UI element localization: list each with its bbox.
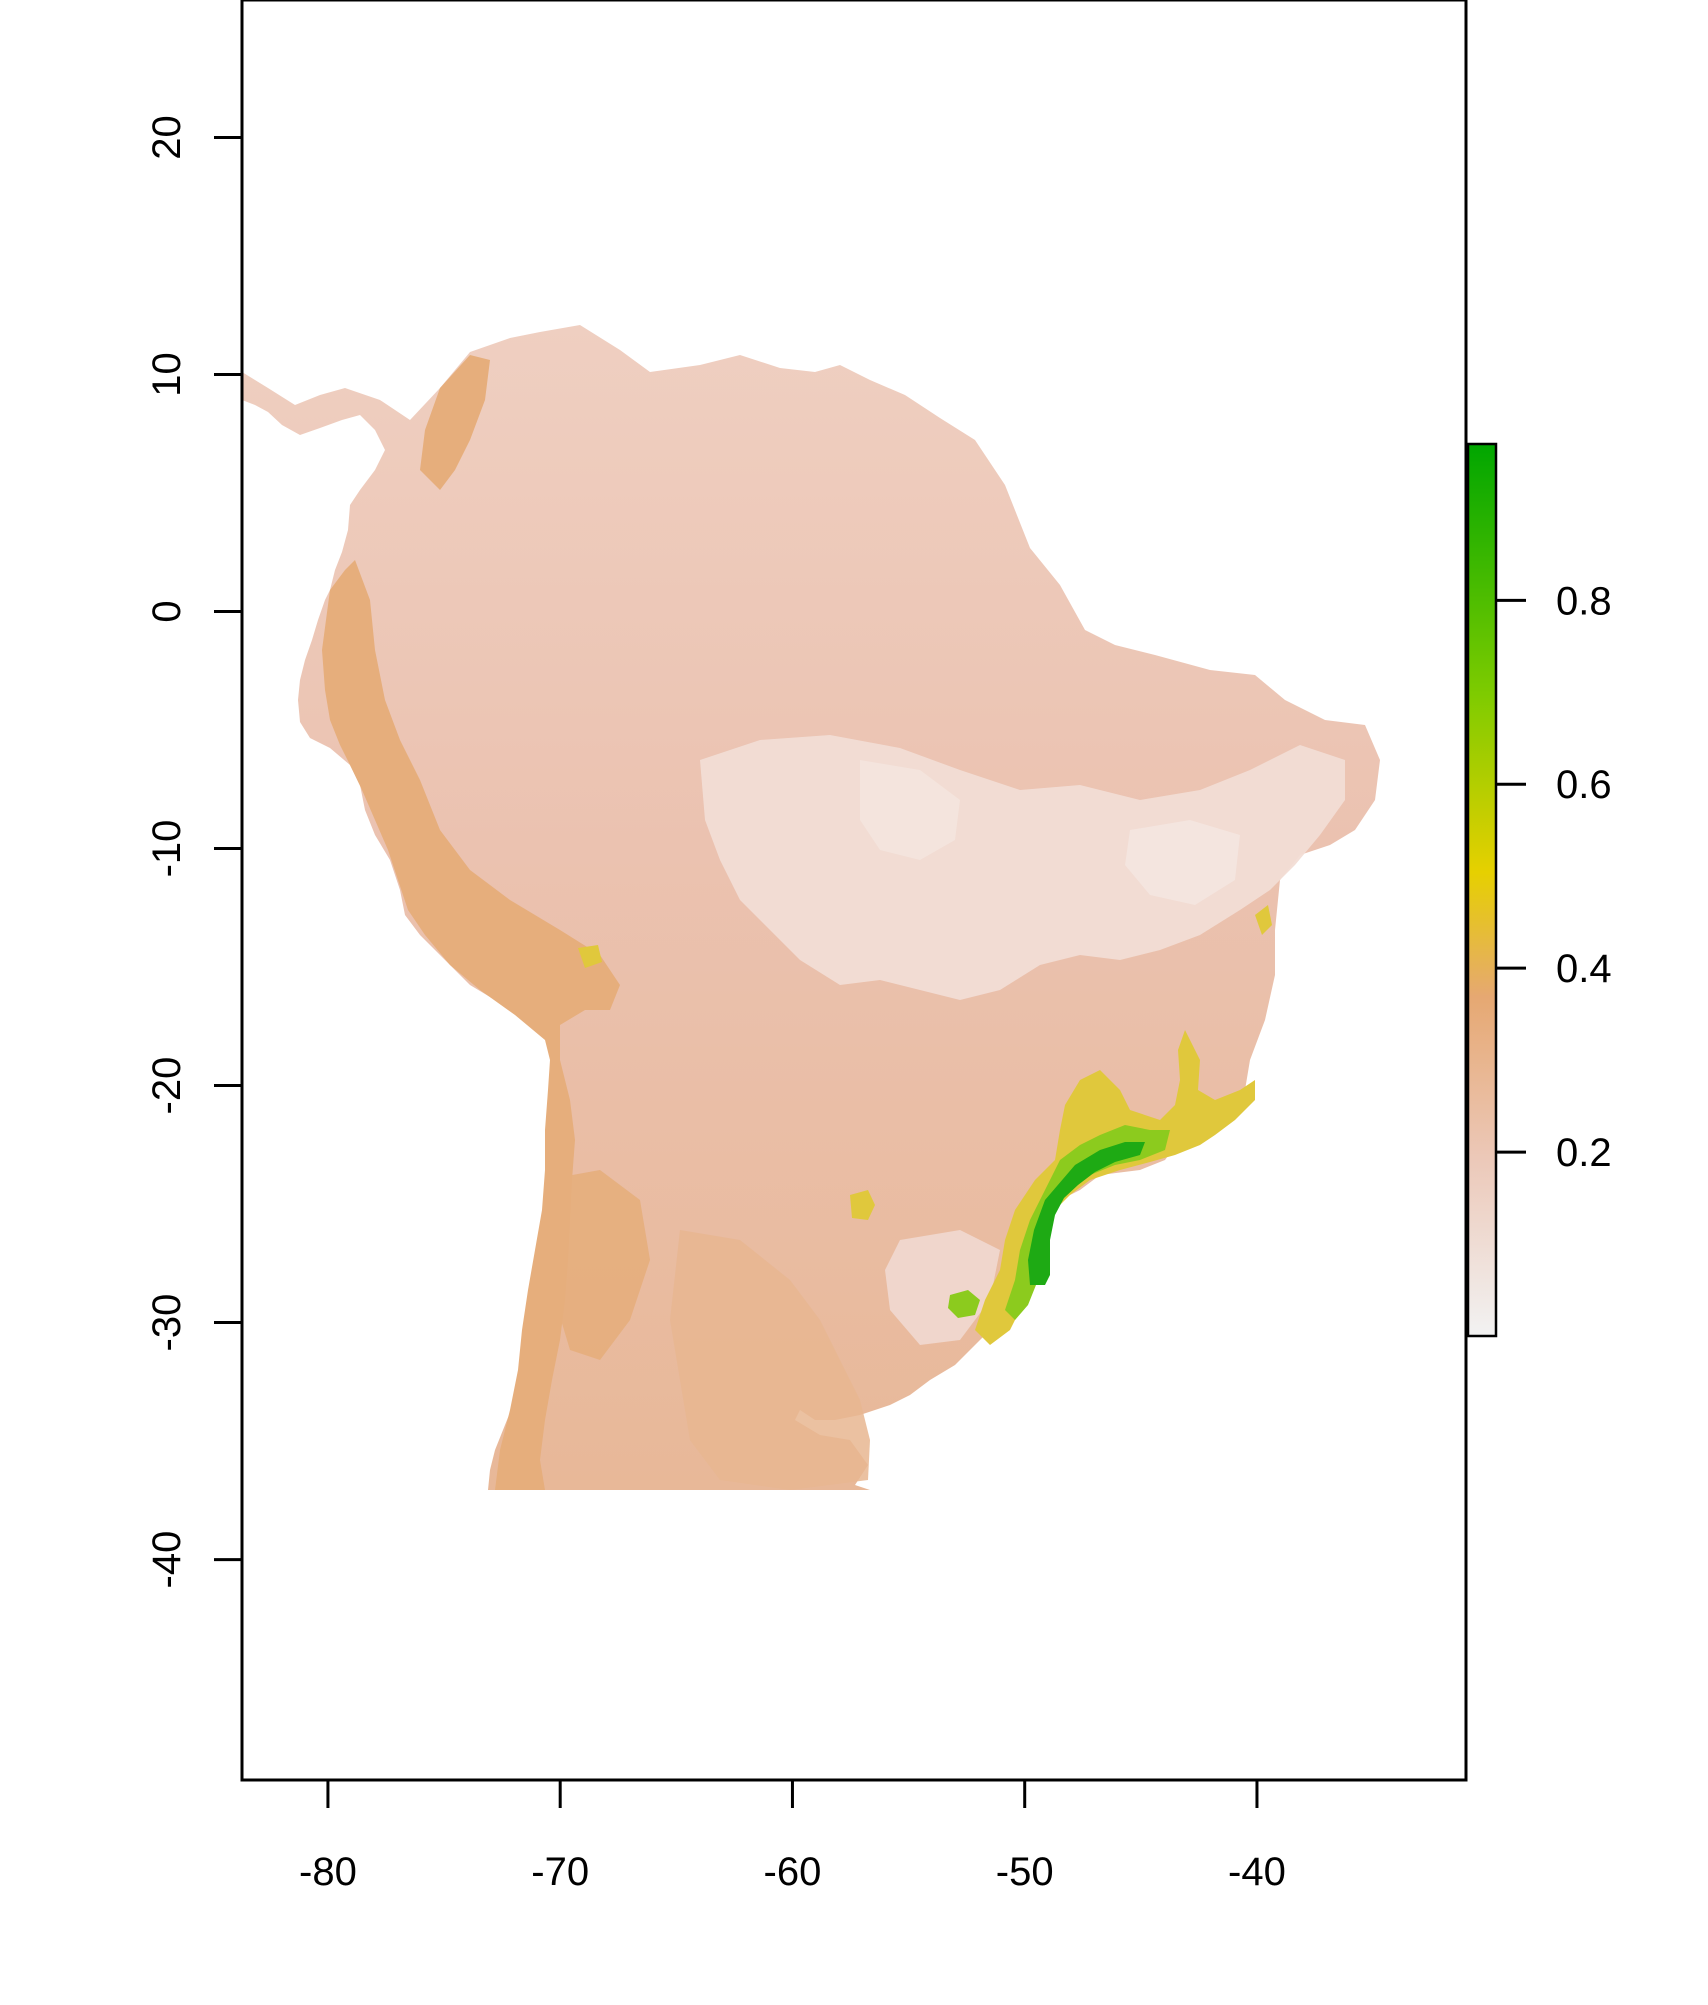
land-light-region [860,760,960,860]
south-america-landmass [242,325,1380,1490]
y-tick-label: 0 [145,600,189,622]
pampas-orange [670,1230,870,1490]
y-tick-label: -40 [145,1531,189,1589]
legend-tick-label: 0.2 [1556,1131,1612,1175]
south-patch [545,1170,650,1360]
legend-tick-label: 0.8 [1556,579,1612,623]
forest-small-patch [578,945,602,968]
andes-north [420,355,490,490]
legend-tick-label: 0.4 [1556,947,1612,991]
forest-yellow [975,1030,1255,1345]
forest-small-patch [948,1290,980,1318]
x-tick-label: -80 [299,1850,357,1894]
land-light-region [885,1230,1000,1345]
y-tick-label: 20 [145,115,189,160]
legend-bar [1466,442,1498,1338]
forest-high [1028,1142,1145,1285]
legend-tick-label: 0.6 [1556,763,1612,807]
forest-small-patch [850,1190,875,1220]
forest-small-patch [1255,905,1272,935]
x-tick-label: -50 [996,1850,1054,1894]
x-tick-label: -70 [531,1850,589,1894]
y-axis: 20 10 0 -10 -20 -30 -40 [145,115,244,1589]
x-axis: -80 -70 -60 -50 -40 [299,1778,1286,1894]
y-tick-label: -10 [145,820,189,878]
y-tick-label: 10 [145,352,189,397]
x-tick-label: -40 [1228,1850,1286,1894]
andes-band [322,560,620,1490]
land-light-region [1125,820,1240,905]
x-tick-label: -60 [764,1850,822,1894]
legend-colorbar: 0.2 0.4 0.6 0.8 [1466,442,1612,1338]
y-tick-label: -20 [145,1057,189,1115]
y-tick-label: -30 [145,1294,189,1352]
